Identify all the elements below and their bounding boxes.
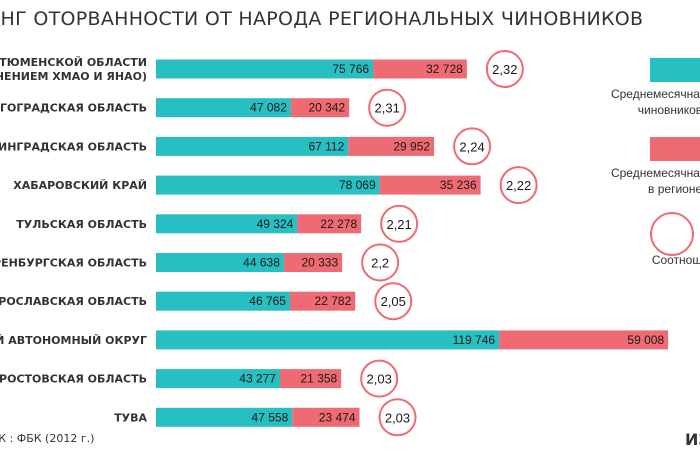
publisher-logo: ИЗ — [685, 430, 700, 449]
category-label-line: ЛЕНИНГРАДСКАЯ ОБЛАСТЬ — [0, 140, 147, 153]
bar-region — [290, 98, 350, 118]
legend-swatch-officials — [650, 58, 700, 82]
value-label-officials: 44 638 — [243, 256, 280, 270]
bar-region — [373, 59, 467, 79]
bar-officials — [156, 291, 290, 311]
ratio-label: 2,32 — [492, 62, 517, 77]
value-label-officials: 46 765 — [249, 294, 286, 308]
category-label-line: ВОЛГОГРАДСКАЯ ОБЛАСТЬ — [0, 102, 147, 115]
ratio-circle — [360, 359, 399, 398]
bar-officials — [156, 214, 298, 234]
category-label: РОСТОВСКАЯ ОБЛАСТЬ — [0, 373, 147, 386]
legend-label-officials-line1: Среднемесячная за — [610, 87, 700, 101]
value-label-officials: 43 277 — [239, 372, 276, 386]
value-label-officials: 47 082 — [250, 101, 287, 115]
category-label: ЦКИЙ АВТОНОМНЫЙ ОКРУГ — [0, 334, 147, 347]
legend-swatch-region — [650, 137, 700, 161]
value-label-officials: 78 069 — [339, 178, 376, 192]
ratio-label: 2,21 — [386, 217, 411, 232]
ratio-circle — [453, 127, 492, 166]
category-label: ТУВА — [114, 411, 147, 424]
legend-label-ratio-line1: Соотношени — [651, 253, 700, 267]
bar-officials — [156, 98, 291, 118]
ratio-label: 2,2 — [371, 256, 389, 271]
category-label-line: ТУЛЬСКАЯ ОБЛАСТЬ — [16, 218, 147, 231]
value-label-region: 20 342 — [308, 101, 345, 115]
value-label-officials: 119 746 — [453, 333, 496, 347]
ratio-label: 2,05 — [381, 294, 406, 309]
bar-region — [379, 175, 481, 195]
category-label-line: КЛЮЧЕНИЕМ ХМАО И ЯНАО) — [0, 70, 147, 83]
bar-officials — [156, 175, 380, 195]
value-label-region: 59 008 — [627, 333, 664, 347]
bar-officials — [156, 369, 280, 389]
value-label-region: 22 782 — [315, 294, 352, 308]
category-label: ХАБАРОВСКИЙ КРАЙ — [13, 179, 147, 192]
bar-officials — [156, 407, 293, 427]
bar-officials — [156, 253, 284, 272]
value-label-region: 22 278 — [320, 217, 357, 231]
legend-label-region: Среднемесячная за в регионе (ру — [611, 165, 700, 197]
bar-region — [292, 407, 360, 427]
bar-region — [279, 369, 342, 389]
ratio-label: 2,31 — [375, 101, 400, 116]
category-label-line: РИЯ ТЮМЕНСКОЙ ОБЛАСТИ — [0, 56, 147, 69]
chart-title: ИНГ ОТОРВАННОСТИ ОТ НАРОДА РЕГИОНАЛЬНЫХ … — [0, 8, 644, 30]
value-label-region: 32 728 — [426, 62, 463, 76]
category-label: ОРЕНБУРГСКАЯ ОБЛАСТЬ — [0, 257, 147, 270]
value-label-region: 23 474 — [319, 410, 356, 424]
value-label-region: 29 952 — [393, 139, 430, 153]
bar-region — [348, 136, 435, 156]
bar-region — [289, 291, 356, 311]
category-label: РИЯ ТЮМЕНСКОЙ ОБЛАСТИКЛЮЧЕНИЕМ ХМАО И ЯН… — [0, 56, 147, 83]
legend-label-ratio: Соотношени — [652, 252, 700, 268]
legend-symbol-ratio — [650, 212, 694, 256]
category-label-line: ЯРОСЛАВСКАЯ ОБЛАСТЬ — [0, 295, 147, 308]
value-label-region: 35 236 — [440, 178, 477, 192]
value-label-officials: 67 112 — [308, 139, 344, 153]
value-label-officials: 47 558 — [252, 410, 289, 424]
ratio-label: 2,03 — [385, 410, 410, 425]
value-label-officials: 49 324 — [257, 217, 294, 231]
legend-label-officials-line2: чиновников (ру — [637, 103, 700, 117]
bar-officials — [156, 330, 500, 350]
ratio-circle — [374, 282, 413, 321]
ratio-circle — [485, 50, 524, 88]
value-label-officials: 75 766 — [332, 62, 369, 76]
legend-label-officials: Среднемесячная за чиновников (ру — [611, 86, 700, 118]
category-label-line: РОСТОВСКАЯ ОБЛАСТЬ — [0, 373, 147, 386]
category-label-line: ОРЕНБУРГСКАЯ ОБЛАСТЬ — [0, 257, 147, 270]
source-note: ИК : ФБК (2012 г.) — [0, 432, 95, 445]
ratio-circle — [378, 398, 417, 437]
legend-label-region-line1: Среднемесячная за — [610, 166, 700, 180]
category-label-line: ХАБАРОВСКИЙ КРАЙ — [13, 179, 147, 192]
ratio-label: 2,03 — [367, 372, 392, 387]
ratio-circle — [361, 243, 400, 282]
ratio-label: 2,24 — [459, 139, 484, 154]
category-label-line: ЦКИЙ АВТОНОМНЫЙ ОКРУГ — [0, 334, 147, 347]
bar-region — [499, 330, 669, 350]
value-label-region: 21 358 — [300, 372, 337, 386]
legend-label-region-line2: в регионе (ру — [648, 182, 700, 196]
category-label: ЯРОСЛАВСКАЯ ОБЛАСТЬ — [0, 295, 147, 308]
category-label: ЛЕНИНГРАДСКАЯ ОБЛАСТЬ — [0, 140, 147, 153]
bar-region — [283, 253, 343, 272]
value-label-region: 20 333 — [301, 256, 338, 270]
bar-region — [297, 214, 362, 234]
ratio-circle — [380, 204, 419, 243]
category-label: ВОЛГОГРАДСКАЯ ОБЛАСТЬ — [0, 102, 147, 115]
ratio-circle — [368, 88, 407, 127]
bar-officials — [156, 136, 349, 156]
bar-officials — [156, 59, 374, 79]
category-label: ТУЛЬСКАЯ ОБЛАСТЬ — [16, 218, 147, 231]
category-label-line: ТУВА — [114, 411, 147, 424]
ratio-circle — [499, 166, 538, 205]
ratio-label: 2,22 — [506, 178, 531, 193]
